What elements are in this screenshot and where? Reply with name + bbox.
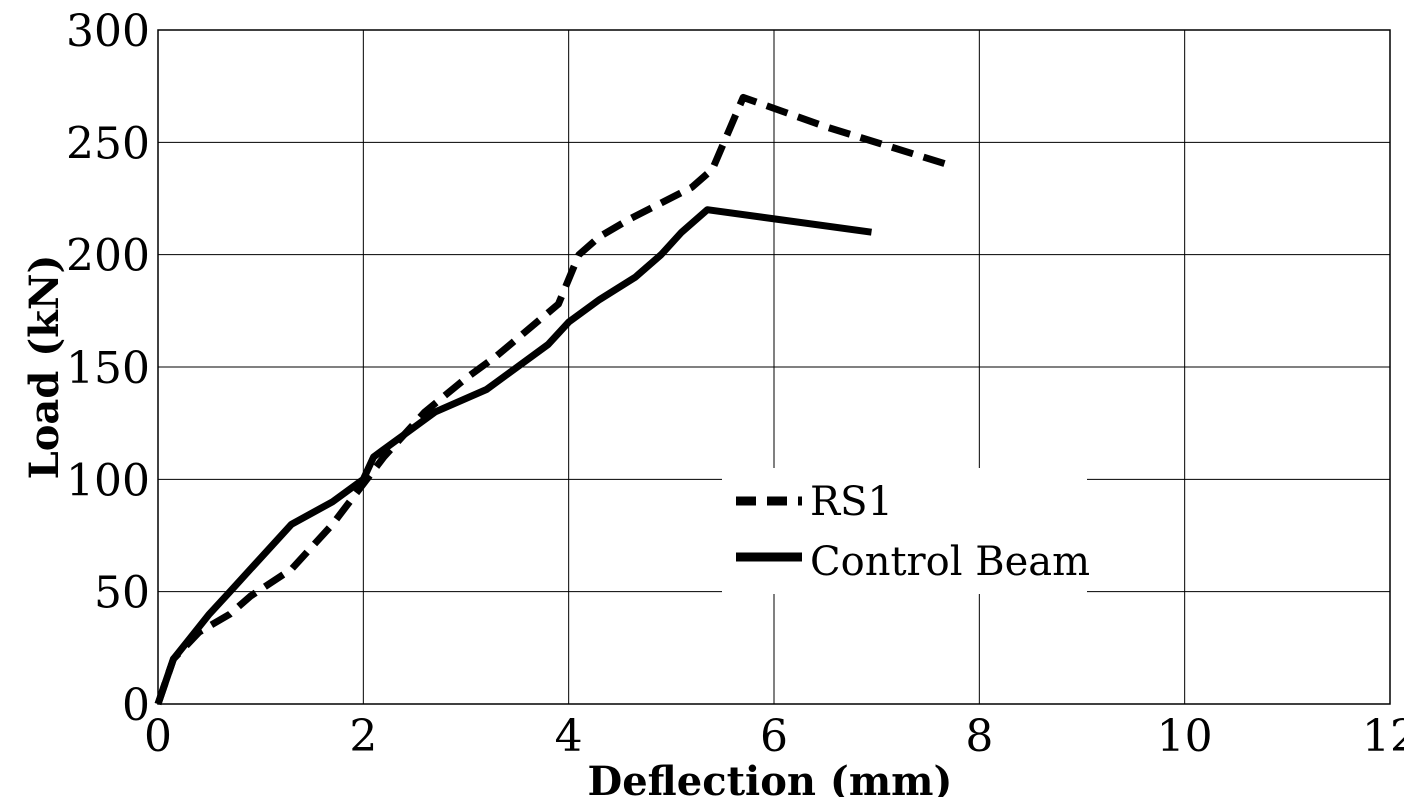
series-lines xyxy=(154,93,950,706)
grid-lines xyxy=(157,29,1391,705)
x-tick-label: 8 xyxy=(965,711,993,762)
y-tick-labels: 0 50 100 150 200 250 300 xyxy=(66,6,150,731)
plot-area-border xyxy=(157,29,1391,705)
series-line-control-beam xyxy=(154,206,872,706)
x-tick-label: 2 xyxy=(349,711,377,762)
x-tick-label: 10 xyxy=(1157,711,1213,762)
y-tick-label: 200 xyxy=(66,231,150,282)
y-tick-label: 250 xyxy=(66,118,150,169)
plot-frame xyxy=(157,29,1391,705)
x-tick-label: 4 xyxy=(555,711,583,762)
legend-box xyxy=(722,468,1087,594)
series-line-rs1 xyxy=(154,93,950,706)
y-tick-label: 300 xyxy=(66,6,150,57)
x-tick-label: 0 xyxy=(144,711,172,762)
y-tick-label: 100 xyxy=(66,455,150,506)
legend-label-rs1: RS1 xyxy=(810,479,893,525)
x-tick-labels: 0 2 4 6 8 10 12 xyxy=(144,711,1404,762)
legend: RS1 Control Beam xyxy=(722,468,1090,594)
y-axis-label: Load (kN) xyxy=(21,255,68,480)
y-tick-label: 50 xyxy=(94,568,150,619)
x-tick-label: 6 xyxy=(760,711,788,762)
x-tick-label: 12 xyxy=(1362,711,1404,762)
y-tick-label: 150 xyxy=(66,343,150,394)
y-tick-label: 0 xyxy=(122,680,150,731)
x-axis-label: Deflection (mm) xyxy=(588,758,953,797)
legend-label-control-beam: Control Beam xyxy=(810,539,1090,585)
